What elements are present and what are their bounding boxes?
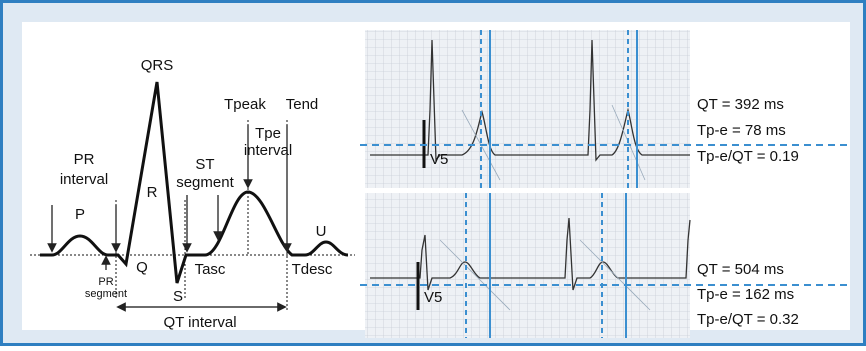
label-s: S: [173, 288, 183, 305]
label-qt-interval: QT interval: [163, 314, 236, 331]
figure: QRS Tpeak Tend Tpe interval PR interval …: [0, 0, 866, 346]
label-tend: Tend: [286, 96, 319, 113]
measurement: QT = 504 ms: [697, 261, 784, 278]
label-pr-segment: segment: [85, 288, 127, 300]
measurement: QT = 392 ms: [697, 96, 784, 113]
lead-label: V5: [424, 289, 442, 306]
label-tpe-interval: interval: [244, 142, 292, 159]
measurement: Tp-e/QT = 0.19: [697, 148, 799, 165]
measurement: Tp-e/QT = 0.32: [697, 311, 799, 328]
label-tpe-interval: Tpe: [255, 125, 281, 142]
label-pr-interval: interval: [60, 171, 108, 188]
measurement: Tp-e = 162 ms: [697, 286, 794, 303]
measurement: Tp-e = 78 ms: [697, 122, 786, 139]
label-pr-interval: PR: [74, 151, 95, 168]
label-tpeak: Tpeak: [224, 96, 266, 113]
label-q: Q: [136, 259, 148, 276]
lead-label: V5: [430, 151, 448, 168]
label-p: P: [75, 206, 85, 223]
label-qrs: QRS: [141, 57, 174, 74]
label-st-segment: segment: [176, 174, 234, 191]
label-st-segment: ST: [195, 156, 214, 173]
label-pr-segment: PR: [98, 276, 113, 288]
label-tasc: Tasc: [195, 261, 226, 278]
label-r: R: [147, 184, 158, 201]
label-u: U: [316, 223, 327, 240]
label-tdesc: Tdesc: [292, 261, 333, 278]
